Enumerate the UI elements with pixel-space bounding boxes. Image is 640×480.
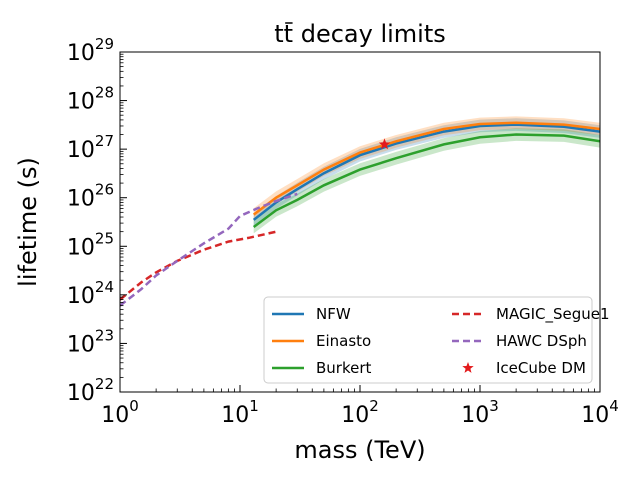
y-axis-title: lifetime (s) (14, 157, 42, 287)
legend-label: MAGIC_Segue1 (496, 305, 610, 324)
tick-labels: 100 101 102 103 104 1022 1023 1024 1025 1026 1027 1… (67, 35, 619, 428)
legend-item-burkert: Burkert (272, 359, 372, 377)
x-axis-title: mass (TeV) (294, 436, 425, 464)
legend-item-einasto: Einasto (272, 332, 371, 350)
chart-title-rest: decay limits (293, 20, 446, 48)
legend-item-nfw: NFW (272, 305, 351, 323)
legend-swatch (462, 362, 474, 373)
y-tick-label: 1024 (67, 278, 114, 309)
legend-label: HAWC DSph (496, 332, 587, 350)
legend-label: Burkert (316, 359, 372, 377)
y-tick-label: 1023 (67, 326, 114, 357)
legend-label: NFW (316, 305, 351, 323)
chart-title-t1: t (274, 20, 283, 48)
series-line-nfw (252, 123, 600, 221)
legend-frame (263, 296, 593, 384)
y-tick-label: 1025 (67, 229, 114, 260)
chart-title: tt decay limits (274, 20, 446, 48)
x-tick-label: 101 (221, 397, 259, 428)
y-tick-label: 1022 (67, 375, 114, 406)
x-tick-label: 103 (461, 397, 499, 428)
x-tick-label: 102 (341, 397, 379, 428)
legend-label: Einasto (316, 332, 371, 350)
series-line-magic-segue1 (120, 230, 277, 301)
marker-icecube-dm (378, 138, 391, 150)
legend-label: IceCube DM (496, 359, 586, 377)
legend: NFW Einasto Burkert MAGIC_Segue1 HAWC DSph Ic… (263, 296, 610, 384)
y-tick-label: 1029 (67, 35, 114, 66)
chart-title-t2: t (284, 20, 293, 48)
series-line-einasto (252, 121, 600, 216)
x-tick-label: 100 (101, 397, 139, 428)
legend-item-magic-segue1: MAGIC_Segue1 (452, 305, 610, 324)
band-nfw (253, 118, 600, 227)
series-line-hawc-dsph (120, 192, 298, 307)
y-tick-label: 1027 (67, 132, 114, 163)
axes (119, 51, 601, 393)
legend-item-icecube-dm: IceCube DM (462, 359, 586, 377)
plot-area (120, 116, 600, 307)
y-tick-label: 1026 (67, 181, 114, 212)
series-line-burkert (252, 133, 600, 229)
legend-item-hawc-dsph: HAWC DSph (452, 332, 587, 350)
x-tick-label: 104 (581, 397, 619, 428)
y-tick-label: 1028 (67, 84, 114, 115)
